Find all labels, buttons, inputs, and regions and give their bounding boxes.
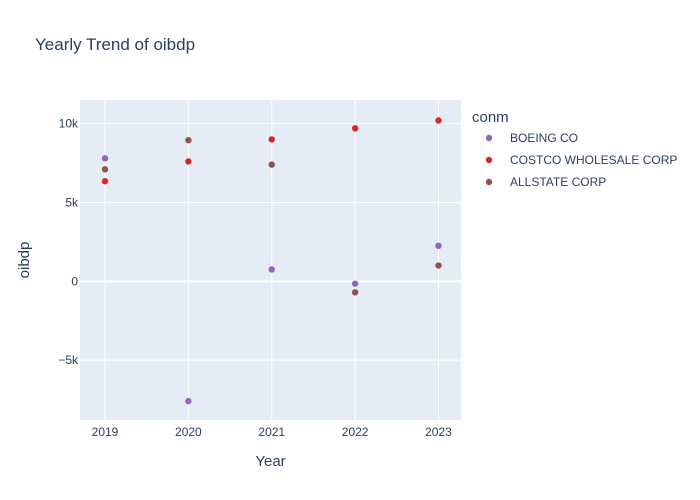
y-axis-ticks: 10k 5k 0 −5k (58, 117, 79, 367)
point-boeing-co-2022 (351, 280, 359, 287)
point-boeing-co-2020 (185, 397, 192, 405)
point-allstate-corp-2019 (101, 166, 109, 173)
y-tick-label: 10k (59, 117, 79, 131)
x-tick-label: 2022 (342, 425, 369, 439)
y-tick-label: −5k (58, 353, 79, 367)
chart-title: Yearly Trend of oibdp (35, 35, 195, 54)
legend-marker (485, 134, 493, 142)
point-costco-wholesale-corp-2021 (268, 136, 275, 143)
x-tick-label: 2023 (425, 425, 452, 439)
legend-marker (485, 178, 493, 186)
point-costco-wholesale-corp-2023 (435, 117, 442, 124)
legend-label: BOEING CO (510, 131, 578, 145)
y-axis-title: oibdp (16, 242, 33, 279)
point-allstate-corp-2021 (268, 161, 275, 168)
point-costco-wholesale-corp-2019 (101, 177, 109, 185)
point-boeing-co-2021 (268, 266, 275, 273)
y-tick-label: 0 (71, 274, 78, 288)
grid-lines (80, 100, 461, 420)
y-tick-label: 5k (65, 195, 79, 209)
x-axis-title: Year (255, 453, 285, 470)
point-allstate-corp-2022 (351, 289, 359, 296)
x-tick-label: 2020 (175, 425, 202, 439)
x-tick-label: 2019 (92, 425, 119, 439)
x-tick-label: 2021 (258, 425, 285, 439)
legend-marker (485, 156, 493, 164)
legend-label: COSTCO WHOLESALE CORP (510, 153, 677, 167)
legend: conm BOEING CO COSTCO WHOLESALE CORP ALLST… (472, 109, 677, 189)
plot-area (80, 100, 461, 420)
point-allstate-corp-2023 (435, 262, 442, 269)
legend-title: conm (472, 109, 509, 126)
x-axis-ticks: 2019 2020 2021 2022 2023 (92, 425, 453, 439)
point-allstate-corp-2020 (185, 136, 192, 144)
point-boeing-co-2019 (101, 155, 109, 162)
legend-label: ALLSTATE CORP (510, 175, 606, 189)
point-costco-wholesale-corp-2022 (351, 125, 359, 132)
data-points (101, 117, 442, 405)
point-boeing-co-2023 (435, 242, 442, 250)
point-costco-wholesale-corp-2020 (185, 158, 192, 165)
